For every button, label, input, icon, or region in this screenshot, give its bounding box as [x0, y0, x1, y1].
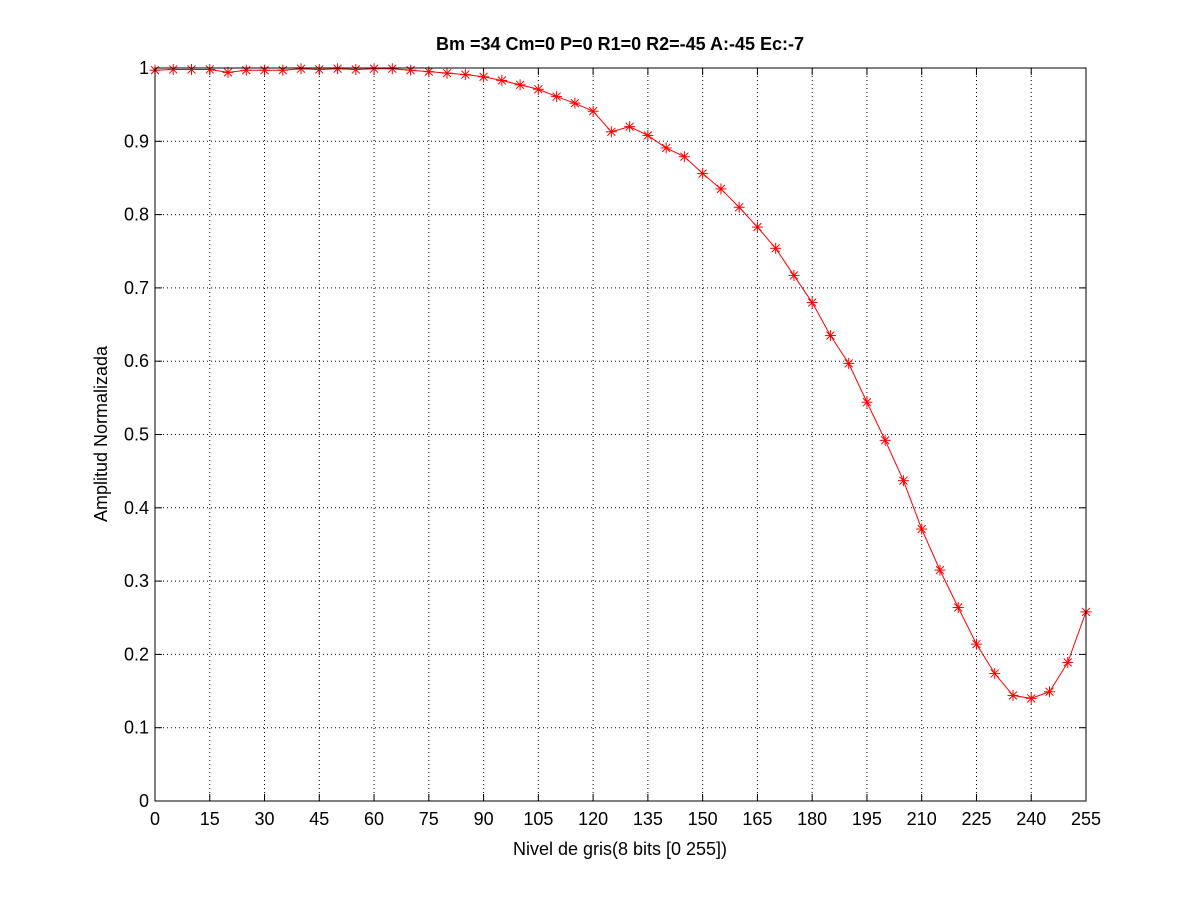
data-point-marker [861, 396, 873, 408]
data-point-marker [1025, 692, 1037, 704]
data-point-marker [386, 63, 398, 75]
data-point-marker [715, 183, 727, 195]
y-tick-label: 0.9 [124, 131, 149, 151]
data-point-marker [751, 221, 763, 233]
data-point-marker [897, 475, 909, 487]
data-point-marker [770, 242, 782, 254]
data-point-marker [405, 64, 417, 76]
y-tick-label: 1 [139, 58, 149, 78]
data-point-marker [642, 129, 654, 141]
data-point-marker [952, 601, 964, 613]
data-point-marker [1007, 689, 1019, 701]
data-point-marker [313, 63, 325, 75]
data-point-marker [624, 121, 636, 133]
data-point-marker [186, 63, 198, 75]
x-tick-label: 165 [742, 809, 772, 829]
data-point-marker [806, 297, 818, 309]
data-point-marker [532, 83, 544, 95]
x-tick-label: 225 [961, 809, 991, 829]
data-point-marker [441, 67, 453, 79]
x-tick-label: 210 [907, 809, 937, 829]
x-tick-label: 180 [797, 809, 827, 829]
data-point-marker [605, 126, 617, 138]
y-tick-label: 0 [139, 791, 149, 811]
y-tick-label: 0.1 [124, 718, 149, 738]
data-point-marker [332, 63, 344, 75]
data-point-marker [240, 64, 252, 76]
data-point-marker [514, 79, 526, 91]
data-point-marker [167, 63, 179, 75]
y-tick-label: 0.7 [124, 278, 149, 298]
data-point-marker [660, 142, 672, 154]
x-tick-label: 135 [633, 809, 663, 829]
plot-area [155, 68, 1086, 801]
data-point-marker [204, 63, 216, 75]
chart-title: Bm =34 Cm=0 P=0 R1=0 R2=-45 A:-45 Ec:-7 [436, 34, 804, 54]
data-point-marker [587, 105, 599, 117]
data-point-marker [824, 330, 836, 342]
x-tick-label: 60 [364, 809, 384, 829]
x-tick-label: 150 [688, 809, 718, 829]
x-tick-label: 30 [255, 809, 275, 829]
data-series [149, 63, 1092, 704]
data-point-marker [989, 667, 1001, 679]
x-tick-label: 0 [150, 809, 160, 829]
y-tick-label: 0.3 [124, 571, 149, 591]
data-point-marker [1062, 656, 1074, 668]
x-tick-label: 105 [523, 809, 553, 829]
data-point-marker [368, 63, 380, 75]
data-point-marker [678, 151, 690, 163]
y-tick-label: 0.5 [124, 425, 149, 445]
y-tick-label: 0.8 [124, 205, 149, 225]
data-point-marker [423, 66, 435, 78]
x-tick-label: 75 [419, 809, 439, 829]
data-point-marker [697, 168, 709, 180]
plot-frame [154, 67, 1087, 802]
data-point-marker [551, 91, 563, 103]
x-tick-label: 120 [578, 809, 608, 829]
data-point-marker [459, 69, 471, 81]
data-point-marker [970, 638, 982, 650]
data-point-marker [277, 64, 289, 76]
x-tick-label: 45 [309, 809, 329, 829]
data-point-marker [569, 97, 581, 109]
x-tick-label: 195 [852, 809, 882, 829]
x-tick-label: 240 [1016, 809, 1046, 829]
x-tick-label: 90 [474, 809, 494, 829]
axis-ticks: 0 15 30 45 60 75 90 105 120 135 150 165 180 195 210 225… [124, 58, 1101, 829]
data-point-marker [478, 71, 490, 83]
data-point-marker [733, 201, 745, 213]
x-tick-label: 255 [1071, 809, 1101, 829]
data-point-marker [843, 357, 855, 369]
data-point-marker [934, 564, 946, 576]
y-tick-label: 0.4 [124, 498, 149, 518]
data-point-marker [788, 269, 800, 281]
data-point-marker [259, 64, 271, 76]
series-line [154, 68, 1087, 699]
data-point-marker [350, 63, 362, 75]
data-point-marker [916, 523, 928, 535]
y-axis-label: Amplitud Normalizada [91, 345, 111, 522]
x-axis-label: Nivel de gris(8 bits [0 255]) [513, 839, 727, 859]
x-tick-label: 15 [200, 809, 220, 829]
data-point-marker [879, 434, 891, 446]
data-point-marker [496, 74, 508, 86]
data-point-marker [1043, 686, 1055, 698]
y-tick-label: 0.2 [124, 644, 149, 664]
y-tick-label: 0.6 [124, 351, 149, 371]
data-point-marker [295, 63, 307, 75]
data-point-marker [222, 66, 234, 78]
